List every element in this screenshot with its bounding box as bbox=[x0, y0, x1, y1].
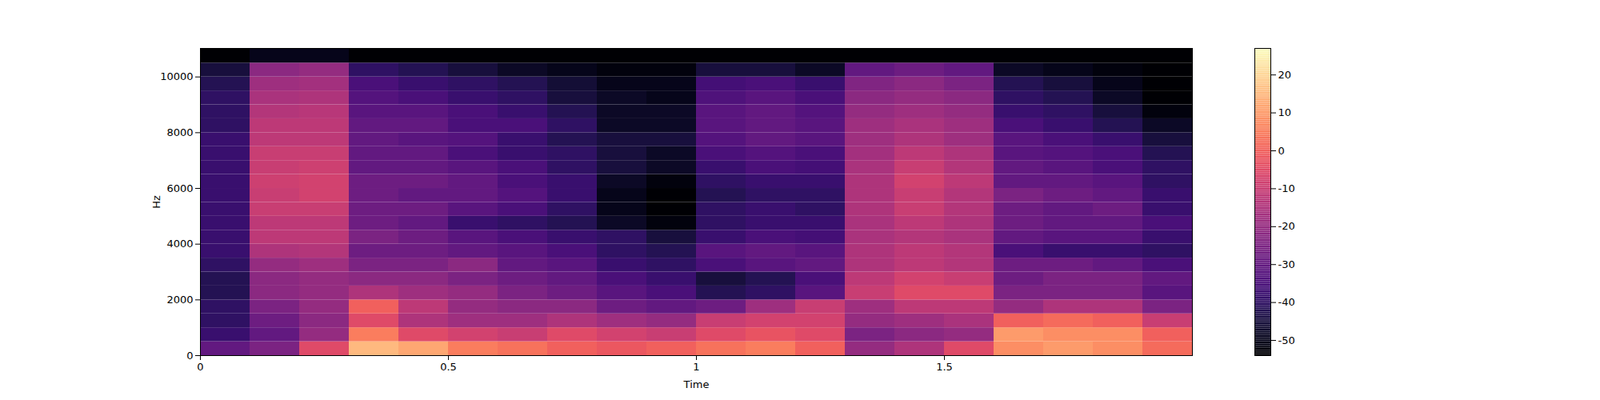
svg-text:-20: -20 bbox=[1278, 220, 1296, 232]
svg-text:-40: -40 bbox=[1278, 296, 1296, 308]
svg-text:0: 0 bbox=[186, 349, 193, 362]
svg-text:-10: -10 bbox=[1278, 182, 1296, 195]
svg-text:4000: 4000 bbox=[166, 237, 193, 250]
svg-text:10000: 10000 bbox=[160, 70, 193, 83]
svg-text:10: 10 bbox=[1278, 106, 1292, 119]
svg-text:0: 0 bbox=[1278, 144, 1285, 157]
svg-text:0: 0 bbox=[196, 360, 204, 373]
svg-text:2000: 2000 bbox=[166, 293, 193, 306]
svg-text:6000: 6000 bbox=[166, 182, 193, 195]
svg-text:Time: Time bbox=[683, 378, 710, 391]
svg-text:Hz: Hz bbox=[150, 195, 163, 209]
svg-text:0.5: 0.5 bbox=[440, 360, 457, 373]
svg-text:1.5: 1.5 bbox=[936, 360, 953, 373]
svg-text:8000: 8000 bbox=[166, 126, 193, 139]
svg-text:-30: -30 bbox=[1278, 258, 1296, 271]
svg-text:1: 1 bbox=[692, 360, 700, 373]
svg-text:20: 20 bbox=[1278, 68, 1292, 81]
svg-text:-50: -50 bbox=[1278, 334, 1296, 347]
